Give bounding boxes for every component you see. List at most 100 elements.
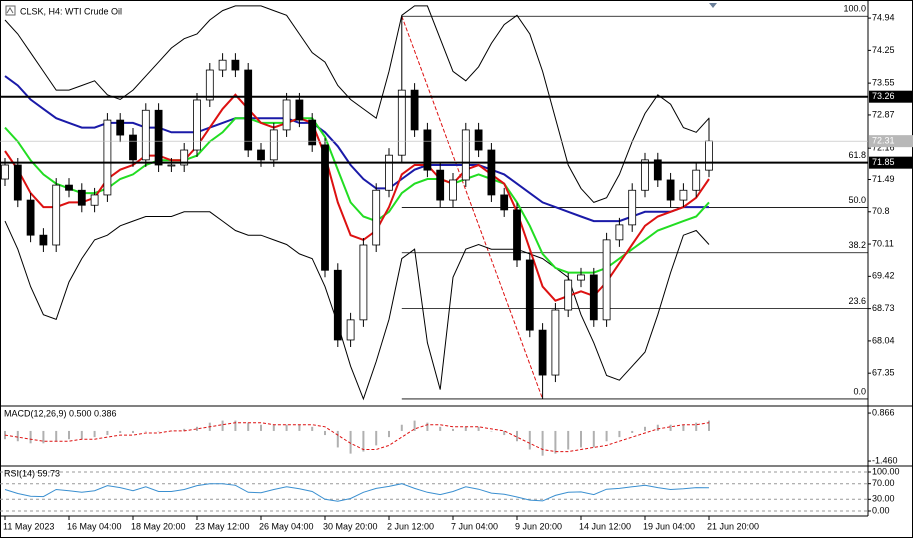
candle-body xyxy=(397,89,406,156)
panel xyxy=(4,483,710,502)
macd-bar xyxy=(349,430,352,454)
macd-bar xyxy=(144,430,147,432)
macd-bar xyxy=(592,430,595,448)
plot-layer: 74.94 74.25 73.55 72.87 72.16 71.49 70.8 70.11 6… xyxy=(0,4,913,531)
macd-bar xyxy=(490,430,493,432)
macd-bar xyxy=(477,426,480,431)
macd-bar xyxy=(388,430,390,438)
candle-body xyxy=(180,149,189,166)
macd-bar xyxy=(682,424,685,431)
fib-label: 50.0 xyxy=(848,195,866,205)
panel xyxy=(1,5,868,401)
candle-body xyxy=(321,144,329,271)
candle-body xyxy=(666,179,675,201)
candle-body xyxy=(474,129,483,151)
y-tick-label: 72.87 xyxy=(872,109,895,119)
macd-bar xyxy=(362,430,365,452)
candle-body xyxy=(269,129,278,161)
macd-bar xyxy=(426,422,429,431)
panel xyxy=(4,420,710,456)
candle-body xyxy=(538,329,547,376)
last-price-tag xyxy=(869,135,913,148)
y-tick-label: 68.04 xyxy=(872,335,895,345)
indicator-label: RSI(14) 59.73 xyxy=(4,468,60,478)
candle-body xyxy=(282,99,291,131)
candle-body xyxy=(231,59,240,71)
candle-body xyxy=(1,164,9,180)
shift-marker xyxy=(709,3,717,8)
macd-bar xyxy=(669,424,672,431)
macd-bar xyxy=(644,426,646,431)
indicator-label: MACD(12,26,9) 0.500 0.386 xyxy=(4,408,117,418)
x-tick-label: 14 Jun 12:00 xyxy=(579,521,631,531)
macd-bar xyxy=(464,426,467,431)
x-tick-label: 26 May 04:00 xyxy=(259,521,314,531)
x-tick-label: 21 Jun 20:00 xyxy=(707,521,759,531)
candle-body xyxy=(52,184,61,246)
macd-bar xyxy=(80,430,83,440)
candle-body xyxy=(410,89,419,131)
macd-bar xyxy=(580,430,582,448)
macd-bar xyxy=(221,420,224,431)
candle-body xyxy=(103,119,112,196)
macd-bar xyxy=(528,430,531,450)
macd-bar xyxy=(695,422,698,431)
fib-label: 23.6 xyxy=(848,296,866,306)
macd-bar xyxy=(605,430,608,442)
symbol-icon xyxy=(6,7,14,14)
macd-bar xyxy=(196,426,198,431)
fib-label: 0.0 xyxy=(853,386,866,396)
y-tick-label: -1.460 xyxy=(872,455,898,465)
y-tick-label: 72.16 xyxy=(872,143,895,153)
macd-bar xyxy=(618,430,621,438)
macd-bar xyxy=(503,430,506,436)
macd-bar xyxy=(106,430,109,436)
candle-body xyxy=(385,154,393,191)
candle-body xyxy=(65,184,73,191)
candle-body xyxy=(77,189,86,206)
macd-bar xyxy=(298,424,301,431)
macd-bar xyxy=(631,430,634,433)
level-tag xyxy=(869,156,913,169)
macd-bar xyxy=(16,430,19,442)
candle-body xyxy=(154,109,163,166)
candle-body xyxy=(346,319,355,341)
y-tick-label: 74.25 xyxy=(872,45,895,55)
y-tick-label: 68.73 xyxy=(872,303,895,313)
macd-bar xyxy=(285,424,288,431)
macd-bar xyxy=(132,430,134,433)
macd-bar xyxy=(55,430,58,442)
candle-body xyxy=(167,164,176,167)
candle-body xyxy=(39,234,48,246)
macd-bar xyxy=(68,430,70,440)
candle-body xyxy=(525,259,534,331)
level-label: 73.26 xyxy=(872,91,895,101)
macd-bar xyxy=(272,424,275,431)
macd-bar xyxy=(452,428,454,431)
candle-body xyxy=(26,199,35,236)
y-tick-label: 73.55 xyxy=(872,78,895,88)
macd-bar xyxy=(42,430,45,444)
candle-body xyxy=(205,69,214,101)
candle-body xyxy=(589,274,598,321)
macd-bar xyxy=(93,430,96,438)
candle-body xyxy=(653,159,662,181)
candle-body xyxy=(461,129,470,181)
x-tick-label: 11 May 2023 xyxy=(3,521,54,531)
candle-body xyxy=(564,279,573,311)
candle-body xyxy=(551,309,560,376)
macd-bar xyxy=(541,430,544,456)
candle-body xyxy=(333,269,342,341)
fib-label: 100.0 xyxy=(843,4,866,14)
candle-body xyxy=(308,119,317,146)
y-tick-label: 70.11 xyxy=(872,238,894,248)
fib-label: 38.2 xyxy=(848,240,866,250)
candle-body xyxy=(90,194,99,206)
indicator-line xyxy=(4,211,710,401)
indicator-line xyxy=(4,5,710,203)
indicator-line xyxy=(4,117,710,274)
macd-bar xyxy=(656,424,659,431)
x-tick-label: 7 Jun 04:00 xyxy=(451,521,498,531)
x-tick-label: 30 May 20:00 xyxy=(323,521,378,531)
